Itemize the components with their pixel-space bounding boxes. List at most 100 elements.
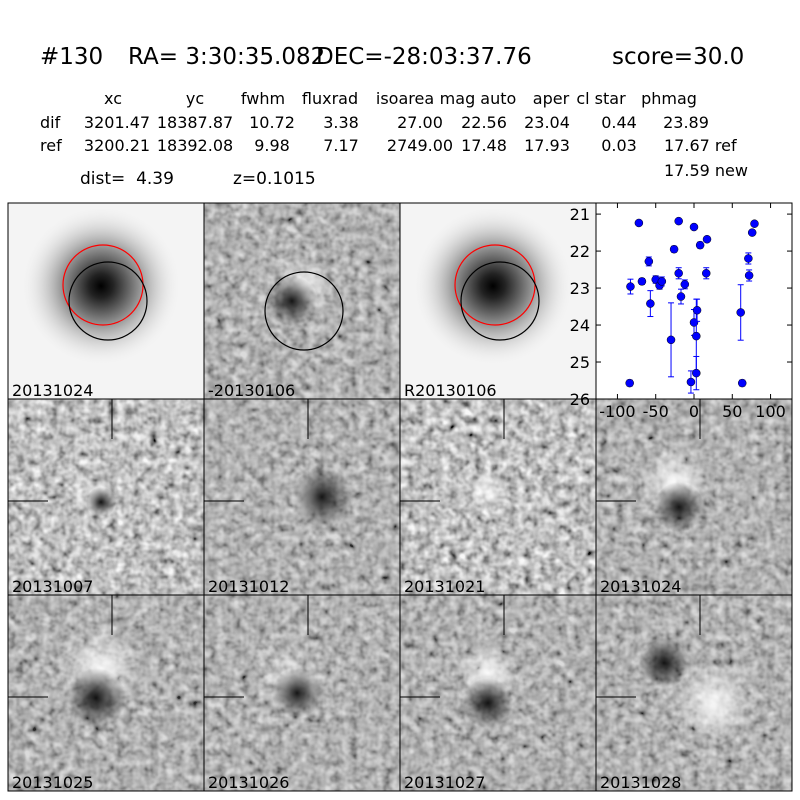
point	[674, 216, 683, 226]
cell: 10.72	[249, 113, 295, 132]
point	[695, 240, 705, 250]
cell: 23.04	[524, 113, 570, 132]
x-tick-label: 0	[689, 402, 699, 421]
point	[689, 222, 699, 232]
image-panel: 20131024	[7, 202, 205, 400]
point	[736, 308, 745, 317]
point	[669, 244, 679, 254]
source-blob	[272, 668, 322, 718]
point	[657, 277, 667, 286]
plot-area	[595, 202, 793, 400]
cell: 3201.47	[84, 113, 150, 132]
point	[646, 299, 655, 308]
y-tick-label: 21	[570, 205, 590, 224]
y-tick-label: 24	[570, 316, 590, 335]
panels: 20131024 -20130106 R20130106 20131007 201310…	[7, 202, 793, 792]
row-label: dif	[40, 113, 61, 132]
panel-label: R20130106	[404, 381, 497, 400]
cell: 0.44	[601, 113, 637, 132]
y-tick-label: 22	[570, 242, 590, 261]
x-tick-label: -50	[643, 402, 669, 421]
column-header: fluxrad	[302, 89, 358, 108]
panel-label: 20131024	[12, 381, 93, 400]
x-tick-label: 100	[755, 402, 786, 421]
cell: 27.00	[397, 113, 443, 132]
point	[666, 335, 676, 345]
point	[747, 228, 757, 237]
ref-circle	[62, 244, 144, 326]
point	[625, 378, 634, 388]
dif-circle	[264, 271, 344, 351]
redshift: z=0.1015	[233, 169, 316, 189]
image-panel: 20131028	[595, 594, 793, 792]
column-header: cl star	[576, 89, 626, 108]
dif-circle	[460, 261, 540, 341]
source-blob	[674, 663, 754, 743]
point	[744, 271, 754, 280]
point	[702, 234, 712, 244]
point	[692, 331, 701, 341]
point	[692, 368, 701, 378]
source-blob	[639, 638, 689, 688]
ref-circle	[454, 244, 536, 326]
panel-label: 20131012	[208, 577, 289, 596]
ra: RA= 3:30:35.082	[128, 44, 325, 70]
point	[702, 269, 711, 278]
cell: 2749.00	[387, 136, 453, 155]
panel-label: -20130106	[208, 381, 295, 400]
point	[634, 218, 644, 228]
cell: 23.89	[663, 113, 709, 132]
cell: 3.38	[323, 113, 359, 132]
image-panel: 20131012	[203, 398, 401, 596]
source-blob	[86, 487, 116, 517]
point	[644, 257, 654, 266]
point	[744, 254, 753, 263]
cell: 7.17	[323, 136, 359, 155]
panel-label: 20131026	[208, 773, 289, 792]
source-blob	[468, 472, 508, 512]
point	[737, 378, 747, 388]
column-header: xc	[104, 89, 122, 108]
header: #130 RA= 3:30:35.082 DEC=-28:03:37.76 sc…	[40, 44, 748, 189]
panel-label: 20131007	[12, 577, 93, 596]
cell: 0.03	[601, 136, 637, 155]
point	[676, 292, 686, 301]
image-panel: 20131027	[399, 594, 597, 792]
row-label: ref	[40, 136, 62, 155]
column-header: phmag	[641, 89, 697, 108]
image-panel: -20130106	[203, 202, 401, 400]
image-panel: 20131026	[203, 594, 401, 792]
y-tick-label: 23	[570, 279, 590, 298]
dif-circle	[68, 261, 148, 341]
phmag-new: 17.59 new	[664, 161, 748, 180]
cell: 18387.87	[157, 113, 233, 132]
image-panel: 20131021	[399, 398, 597, 596]
galaxy	[413, 206, 573, 366]
column-header: mag auto	[440, 89, 517, 108]
cell: 18392.08	[157, 136, 233, 155]
dec: DEC=-28:03:37.76	[316, 44, 532, 70]
point	[626, 282, 635, 291]
id: #130	[40, 44, 103, 70]
y-tick-label: 26	[570, 390, 590, 409]
cell: 22.56	[461, 113, 507, 132]
x-tick-label: -100	[599, 402, 635, 421]
point	[750, 219, 759, 228]
image-panel: 20131025	[7, 594, 205, 792]
cell: 17.93	[524, 136, 570, 155]
column-header: yc	[186, 89, 204, 108]
image-panel: R20130106	[399, 202, 597, 400]
galaxy	[21, 206, 181, 366]
cell: 17.48	[461, 136, 507, 155]
source-blob	[267, 276, 317, 326]
image-panel: 20131007	[7, 398, 205, 596]
panel-label: 20131027	[404, 773, 485, 792]
source-blob	[654, 482, 704, 532]
panel-label: 20131024	[600, 577, 681, 596]
panel-label: 20131025	[12, 773, 93, 792]
source-blob	[66, 668, 126, 728]
cell: 17.67 ref	[664, 136, 737, 155]
column-header: fwhm	[241, 89, 285, 108]
image-panel: 20131024	[595, 398, 793, 596]
source-blob	[292, 467, 352, 527]
